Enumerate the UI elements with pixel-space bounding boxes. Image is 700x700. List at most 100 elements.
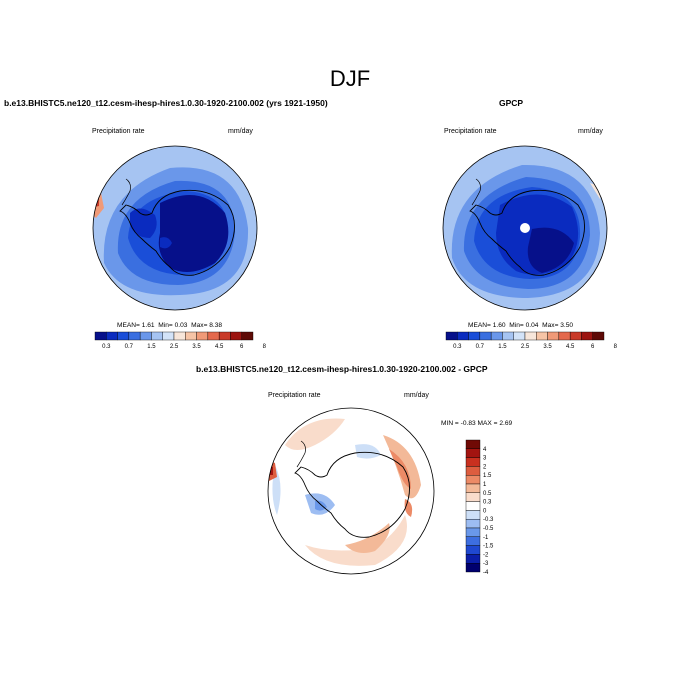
colorbar-tick-label: -2 xyxy=(483,552,489,558)
mean-label: MEAN= xyxy=(117,322,140,329)
mean-value: 1.61 xyxy=(141,322,155,329)
coastline xyxy=(294,451,410,538)
colorbar-tick-label: 4.5 xyxy=(215,344,224,350)
colorbar-tick-label: 8 xyxy=(614,344,618,350)
map-fill-positive xyxy=(389,449,411,489)
colorbar-cell xyxy=(445,331,458,341)
colorbar-cell xyxy=(457,331,469,341)
colorbar-cell xyxy=(162,331,175,341)
max-value: 2.69 xyxy=(499,420,513,427)
obs-variable-label: Precipitation rate xyxy=(444,128,497,135)
colorbar-cell xyxy=(465,527,481,538)
colorbar-tick-label: 3.5 xyxy=(543,344,552,350)
map-fill-negative xyxy=(315,500,327,511)
colorbar-cell xyxy=(241,331,254,341)
colorbar-tick-label: 2.5 xyxy=(170,344,179,350)
colorbar-tick-label: 3 xyxy=(483,456,487,462)
map-anomaly xyxy=(160,237,172,249)
colorbar-tick-label: 0.3 xyxy=(102,344,111,350)
colorbar-tick-label: 0.3 xyxy=(483,500,492,506)
max-value: 8.38 xyxy=(209,322,223,329)
colorbar-cell xyxy=(94,331,107,341)
max-label: Max= xyxy=(542,322,559,329)
model-colorbar: 0.3 0.7 1.5 2.5 3.5 4.5 6 8 xyxy=(94,331,267,350)
colorbar-tick-label: 1.5 xyxy=(483,473,492,479)
colorbar-cell xyxy=(465,448,481,458)
min-value: 0.04 xyxy=(525,322,539,329)
colorbar-tick-label: 0.7 xyxy=(125,344,134,350)
obs-stats: MEAN= 1.60 Min= 0.04 Max= 3.50 xyxy=(468,322,573,329)
colorbar-tick-label: 0.3 xyxy=(453,344,462,350)
colorbar-cell xyxy=(465,483,481,494)
colorbar-cell xyxy=(569,331,582,341)
colorbar-tick-label: 4 xyxy=(483,447,487,453)
figure-title: DJF xyxy=(329,66,371,91)
min-value: -0.83 xyxy=(460,420,476,427)
colorbar-cell xyxy=(207,331,220,341)
colorbar-tick-label: 3.5 xyxy=(192,344,201,350)
coastline xyxy=(471,178,481,206)
colorbar-cell xyxy=(547,331,560,341)
model-variable-label: Precipitation rate xyxy=(92,128,145,135)
min-label: Min= xyxy=(158,322,173,329)
colorbar-cell xyxy=(581,331,593,341)
mean-value: 1.60 xyxy=(492,322,506,329)
colorbar-tick-label: 1.5 xyxy=(147,344,156,350)
min-value: 0.03 xyxy=(174,322,188,329)
colorbar-cell xyxy=(106,331,118,341)
colorbar-cell xyxy=(196,331,209,341)
colorbar-tick-label: 2.5 xyxy=(521,344,530,350)
colorbar-tick-label: -0.5 xyxy=(483,526,494,532)
map-fill-positive xyxy=(345,523,390,553)
colorbar-cell xyxy=(592,331,605,341)
colorbar-cell xyxy=(465,457,481,467)
diff-colorbar: 4 3 2 1.5 1 0.5 0.3 0 -0.3 -0.5 -1 -1.5 -2 -3 -4 xyxy=(465,439,494,576)
colorbar-tick-label: 2 xyxy=(483,464,487,470)
colorbar-cell xyxy=(465,501,481,511)
pole-hole xyxy=(520,223,530,233)
colorbar-tick-label: 1 xyxy=(483,482,487,488)
max-label: Max= xyxy=(191,322,208,329)
colorbar-cell xyxy=(536,331,548,341)
coastline xyxy=(121,178,131,206)
map-fill-negative xyxy=(355,444,381,459)
colorbar-cell xyxy=(513,331,526,341)
colorbar-cell xyxy=(479,331,492,341)
map-fill-positive xyxy=(285,418,345,450)
colorbar-tick-label: -0.3 xyxy=(483,517,494,523)
colorbar-tick-label: 1.5 xyxy=(498,344,507,350)
colorbar-cell xyxy=(558,331,571,341)
obs-polar-map xyxy=(442,145,608,311)
max-value: 3.50 xyxy=(560,322,574,329)
colorbar-tick-label: -1.5 xyxy=(483,544,494,550)
map-fill-core xyxy=(158,195,229,272)
colorbar-cell xyxy=(465,439,481,450)
colorbar-cell xyxy=(465,466,481,476)
colorbar-tick-label: 4.5 xyxy=(566,344,575,350)
colorbar-cell xyxy=(465,492,481,502)
colorbar-cell xyxy=(465,518,481,529)
model-polar-map xyxy=(92,145,258,311)
coastline xyxy=(469,189,585,276)
colorbar-cell xyxy=(128,331,141,341)
colorbar-cell xyxy=(173,331,186,341)
colorbar-cell xyxy=(465,510,481,520)
colorbar-cell xyxy=(218,331,231,341)
model-stats: MEAN= 1.61 Min= 0.03 Max= 8.38 xyxy=(117,322,222,329)
max-label: MAX = xyxy=(477,420,498,427)
colorbar-cell xyxy=(465,562,481,573)
model-units-label: mm/day xyxy=(228,128,253,135)
colorbar-tick-label: 6 xyxy=(591,344,595,350)
diff-variable-label: Precipitation rate xyxy=(268,392,321,399)
coastline xyxy=(296,440,306,468)
diff-panel-title: b.e13.BHISTC5.ne120_t12.cesm-ihesp-hires… xyxy=(196,364,488,374)
diff-polar-map xyxy=(267,407,435,575)
diff-units-label: mm/day xyxy=(404,392,429,399)
colorbar-cell xyxy=(465,475,481,485)
colorbar-cell xyxy=(465,554,481,564)
model-panel-title: b.e13.BHISTC5.ne120_t12.cesm-ihesp-hires… xyxy=(4,98,328,108)
colorbar-tick-label: 6 xyxy=(240,344,244,350)
map-anomaly xyxy=(404,499,413,517)
colorbar-tick-label: -3 xyxy=(483,561,489,567)
colorbar-cell xyxy=(468,331,481,341)
